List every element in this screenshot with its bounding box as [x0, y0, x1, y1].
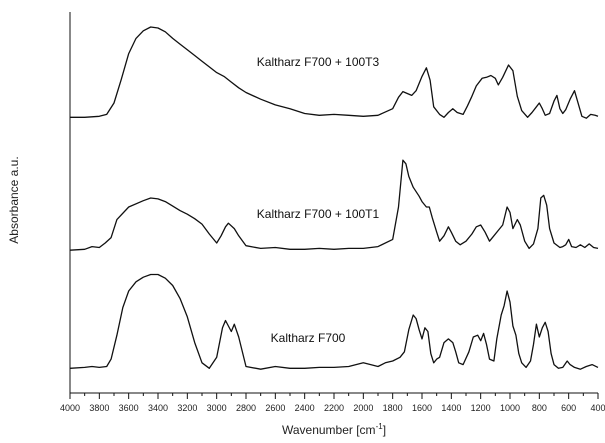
x-tick-label: 2000: [353, 403, 373, 413]
y-axis-title: Absorbance a.u.: [7, 156, 21, 243]
x-tick-label: 3200: [177, 403, 197, 413]
spectrum-line: [70, 26, 599, 119]
series-label: Kaltharz F700: [271, 331, 346, 345]
x-tick-label: 3800: [89, 403, 109, 413]
x-tick-label: 3400: [148, 403, 168, 413]
spectra-series: [69, 26, 599, 370]
x-tick-label: 1600: [412, 403, 432, 413]
x-tick-label: 400: [590, 403, 605, 413]
x-tick-label: 3600: [119, 403, 139, 413]
x-tick-label: 1000: [500, 403, 520, 413]
series-label: Kaltharz F700 + 100T3: [257, 55, 380, 69]
x-tick-label: 600: [561, 403, 576, 413]
x-tick-label: 2200: [324, 403, 344, 413]
x-tick-label: 2400: [295, 403, 315, 413]
series-labels: Kaltharz F700 + 100T3 Kaltharz F700 + 100…: [257, 55, 380, 345]
spectrum-line: [69, 273, 599, 370]
x-ticks: 4000 3800 3600 3400 3200 3000 2800 2600 2400 2200…: [60, 393, 605, 413]
x-axis-title: Wavenumber [cm-1]: [282, 422, 386, 437]
x-tick-label: 800: [532, 403, 547, 413]
x-tick-label: 1800: [383, 403, 403, 413]
x-tick-label: 4000: [60, 403, 80, 413]
x-tick-label: 1400: [441, 403, 461, 413]
x-tick-label: 1200: [471, 403, 491, 413]
series-label: Kaltharz F700 + 100T1: [257, 207, 380, 221]
x-tick-label: 3000: [207, 403, 227, 413]
x-tick-label: 2600: [265, 403, 285, 413]
spectrum-line: [69, 159, 599, 251]
x-tick-label: 2800: [236, 403, 256, 413]
